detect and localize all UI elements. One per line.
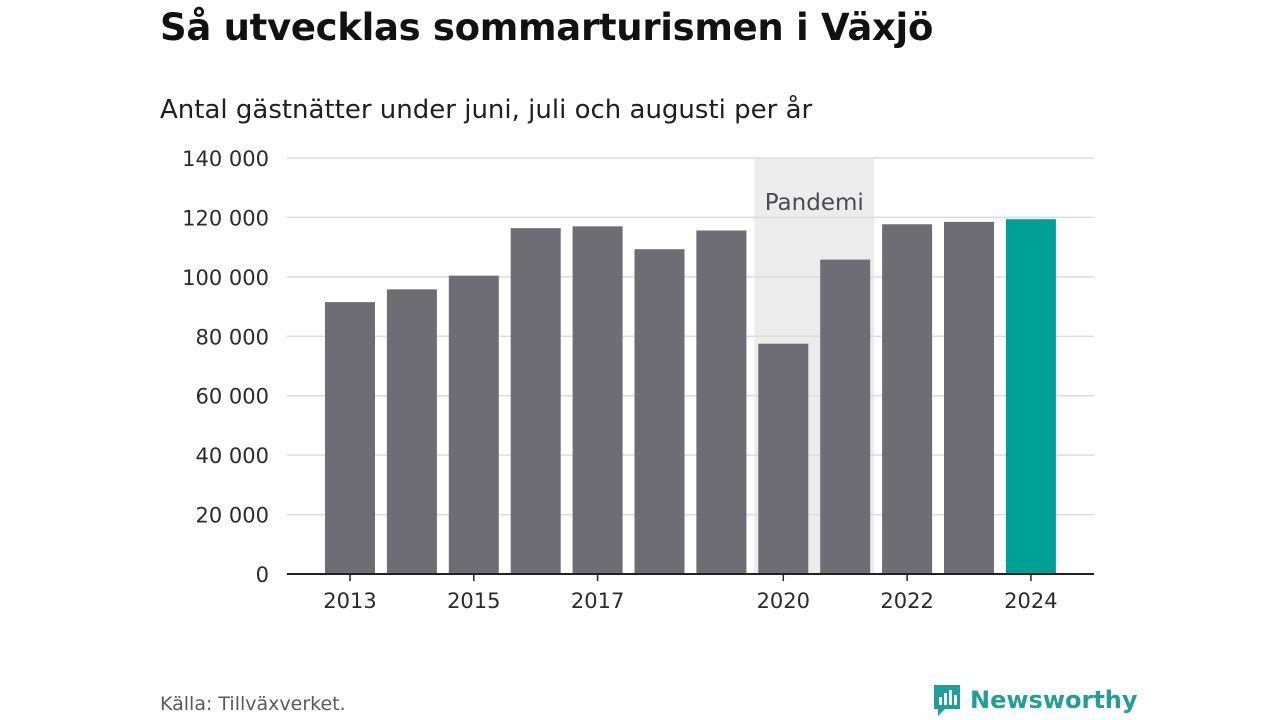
chart-title: Så utvecklas sommarturismen i Växjö [160,6,934,49]
bar-2019 [696,230,747,574]
newsworthy-logo-icon [934,685,960,716]
x-tick-label: 2017 [571,589,624,613]
bar-2020 [758,343,809,574]
y-tick-label: 60 000 [196,385,269,409]
y-tick-label: 0 [256,563,269,587]
brand-logo: Newsworthy [932,682,1138,718]
pandemic-label: Pandemi [765,190,864,216]
bar-2016 [510,228,561,574]
bar-2024 [1005,219,1056,574]
x-tick-label: 2013 [323,589,376,613]
bar-2014 [386,289,437,574]
bar-2018 [634,249,685,575]
bar-2017 [572,226,623,575]
y-tick-label: 80 000 [196,325,269,349]
x-tick-label: 2024 [1004,589,1057,613]
chart-subtitle: Antal gästnätter under juni, juli och au… [160,95,813,125]
bar-2023 [944,221,994,574]
x-tick-label: 2022 [880,589,933,613]
bar-2015 [448,275,499,574]
y-tick-label: 20 000 [196,504,269,528]
brand-name: Newsworthy [970,686,1138,714]
y-tick-label: 100 000 [182,266,269,290]
y-tick-label: 140 000 [182,147,269,171]
bar-2013 [325,302,375,574]
y-tick-label: 40 000 [196,444,269,468]
bar-2022 [882,224,933,574]
y-tick-label: 120 000 [182,206,269,230]
bar-2021 [820,259,871,574]
source-note: Källa: Tillväxverket. [160,693,346,715]
x-tick-label: 2020 [757,589,810,613]
x-tick-label: 2015 [447,589,500,613]
